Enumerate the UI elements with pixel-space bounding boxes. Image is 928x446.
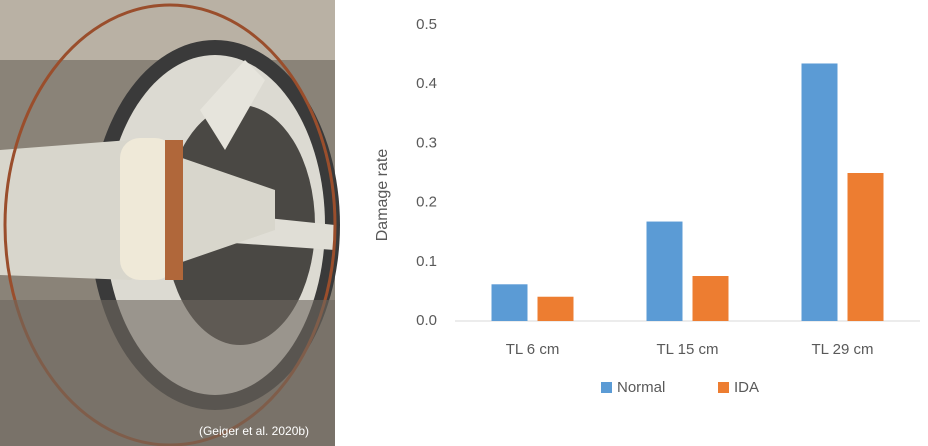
- bar: [647, 222, 683, 321]
- y-axis-label: Damage rate: [374, 149, 391, 242]
- bar: [802, 63, 838, 321]
- photo-caption: (Geiger et al. 2020b): [199, 424, 309, 438]
- bar: [538, 297, 574, 321]
- legend-swatch: [601, 382, 612, 393]
- x-tick-label: TL 15 cm: [657, 341, 719, 358]
- y-tick-label: 0.5: [416, 16, 437, 33]
- legend-label: IDA: [734, 379, 759, 396]
- bar: [492, 284, 528, 321]
- bar: [848, 173, 884, 321]
- y-tick-label: 0.3: [416, 134, 437, 151]
- x-tick-label: TL 6 cm: [506, 341, 560, 358]
- y-tick-label: 0.0: [416, 312, 437, 329]
- y-tick-label: 0.1: [416, 253, 437, 270]
- x-tick-label: TL 29 cm: [812, 341, 874, 358]
- legend-swatch: [718, 382, 729, 393]
- y-tick-label: 0.4: [416, 75, 437, 92]
- bar: [693, 276, 729, 321]
- legend-label: Normal: [617, 379, 665, 396]
- photo: (Geiger et al. 2020b): [0, 0, 340, 446]
- y-tick-label: 0.2: [416, 194, 437, 211]
- page: (Geiger et al. 2020b) Damage rate 0.0 0.1…: [0, 0, 928, 446]
